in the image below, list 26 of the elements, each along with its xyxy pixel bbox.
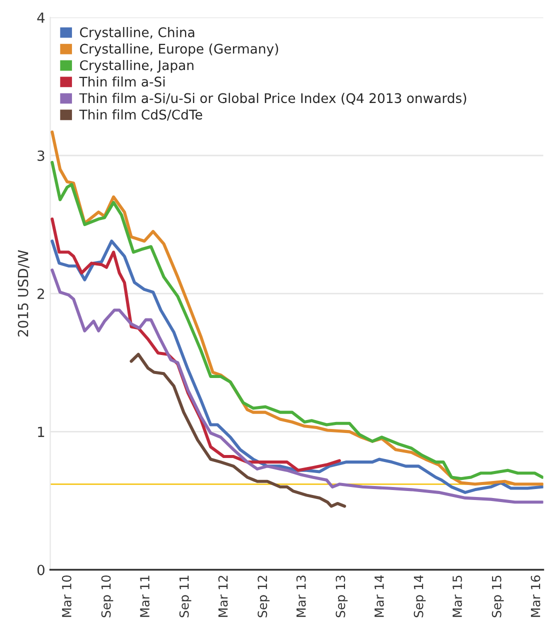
legend-label: Crystalline, China xyxy=(80,27,194,40)
x-tick-label: Mar 12 xyxy=(218,576,228,617)
x-tick-label: Sep 12 xyxy=(258,576,270,618)
x-tick-label: Mar 14 xyxy=(374,575,384,617)
legend-label: Crystalline, Japan xyxy=(80,60,194,73)
y-tick-label: 1 xyxy=(38,426,44,437)
y-axis-title: 2015 USD/W xyxy=(18,250,30,336)
x-tick-label: Sep 15 xyxy=(492,576,504,618)
legend-label: Thin film a-Si xyxy=(79,76,165,87)
legend-label: Crystalline, Europe (Germany) xyxy=(80,44,278,56)
x-tick-label: Sep 13 xyxy=(336,576,348,618)
y-tick-label: 0 xyxy=(37,564,44,576)
legend-label: Thin film CdS/CdTe xyxy=(79,109,202,121)
y-tick-label: 4 xyxy=(37,12,45,23)
x-tick-label: Mar 15 xyxy=(452,576,462,617)
x-tick-label: Sep 14 xyxy=(414,575,426,618)
legend-label: Thin film a-Si/u-Si or Global Price Index (Q4 2013 onwards) xyxy=(79,92,466,105)
y-tick-label: 3 xyxy=(38,150,44,161)
x-tick-label: Mar 10 xyxy=(62,575,72,617)
line-series xyxy=(130,352,346,508)
x-tick-label: Sep 11 xyxy=(179,576,192,618)
y-tick-label: 2 xyxy=(38,288,44,299)
x-tick-label: Mar 13 xyxy=(296,576,306,617)
x-tick-label: Sep 10 xyxy=(101,575,114,618)
x-tick-label: Mar 16 xyxy=(530,575,540,617)
x-tick-label: Mar 11 xyxy=(140,576,150,617)
